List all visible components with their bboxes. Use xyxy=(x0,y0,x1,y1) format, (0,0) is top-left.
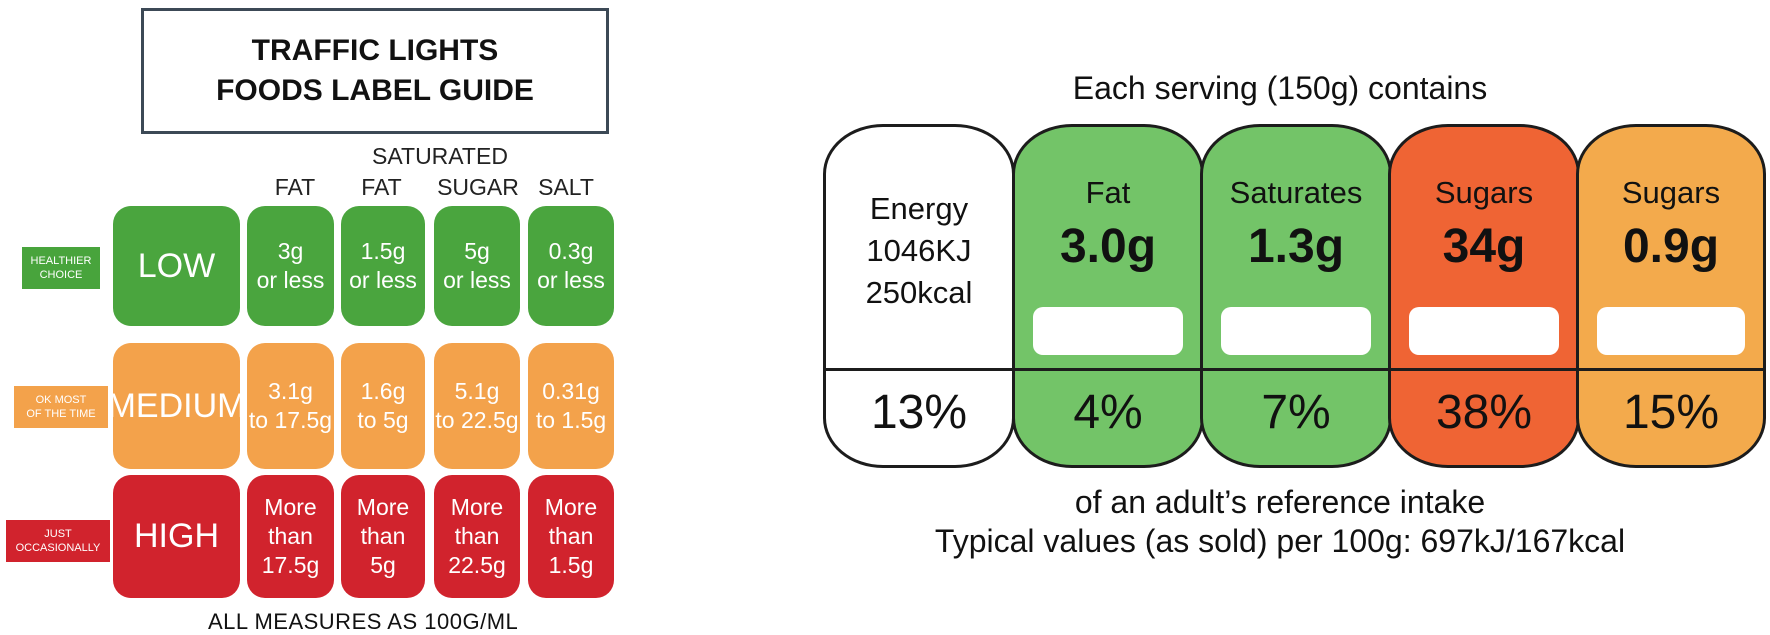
header-saturated: SATURATED xyxy=(372,143,508,169)
header-fat: FAT xyxy=(274,174,316,200)
cell-high-sugar: More than 22.5g xyxy=(434,475,520,598)
segment-divider xyxy=(826,368,1012,371)
cell-line: 1.5g xyxy=(360,238,406,264)
cell-line: 0.31g xyxy=(542,378,600,404)
level-label: MEDIUM xyxy=(107,386,246,425)
badge-just-occasionally: JUST OCCASIONALLY xyxy=(6,520,110,562)
guide-title-box: TRAFFIC LIGHTS FOODS LABEL GUIDE xyxy=(141,8,609,134)
cell-low-sugar: 5g or less xyxy=(434,206,520,326)
cell-line: than xyxy=(454,523,500,549)
nutrient-name: Fat xyxy=(1085,175,1131,210)
cell-line: than xyxy=(268,523,313,549)
badge-line1: JUST xyxy=(44,528,72,540)
badge-healthier-choice: HEALTHIER CHOICE xyxy=(22,247,100,289)
blank-box xyxy=(1221,307,1371,355)
cell-line: More xyxy=(450,494,504,520)
cell-low-fat: 3g or less xyxy=(247,206,334,326)
header-salt: SALT xyxy=(538,174,594,200)
segment-sugars: Sugars 34g 38% xyxy=(1388,124,1580,468)
level-high: HIGH xyxy=(113,475,240,598)
cell-line: More xyxy=(264,494,317,520)
badge-ok-most-of-the-time: OK MOST OF THE TIME xyxy=(14,386,108,428)
segment-saturates: Saturates 1.3g 7% xyxy=(1200,124,1392,468)
badge-line2: OF THE TIME xyxy=(26,408,96,420)
cell-line: to 22.5g xyxy=(435,407,519,433)
nutrient-value: 1.3g xyxy=(1247,220,1345,273)
nutrient-percent: 7% xyxy=(1261,386,1331,439)
cell-line: 0.3g xyxy=(548,238,594,264)
segment-divider xyxy=(1015,368,1201,371)
segment-energy: Energy 1046KJ 250kcal 13% xyxy=(823,124,1015,468)
nutrient-value: 3.0g xyxy=(1059,220,1157,273)
nutrient-name: Saturates xyxy=(1229,175,1363,210)
nutrient-name: Sugars xyxy=(1434,175,1534,210)
cell-line: or less xyxy=(349,267,417,293)
guide-title-line1: TRAFFIC LIGHTS xyxy=(251,34,499,67)
nutrient-percent: 38% xyxy=(1435,386,1533,439)
cell-line: 5.1g xyxy=(454,378,500,404)
level-low: LOW xyxy=(113,206,240,326)
label-footer-line1: of an adult’s reference intake xyxy=(1074,484,1486,520)
segment-divider xyxy=(1579,368,1763,371)
energy-percent: 13% xyxy=(870,386,968,439)
cell-high-satfat: More than 5g xyxy=(341,475,425,598)
header-sugar: SUGAR xyxy=(437,174,519,200)
cell-line: to 5g xyxy=(357,407,409,433)
blank-box xyxy=(1597,307,1745,355)
badge-line2: CHOICE xyxy=(39,269,83,281)
cell-line: 3g xyxy=(277,238,304,264)
segment-fat: Fat 3.0g 4% xyxy=(1012,124,1204,468)
cell-line: than xyxy=(548,523,594,549)
cell-line: 5g xyxy=(370,552,396,578)
guide-footer: ALL MEASURES AS 100G/ML xyxy=(208,609,519,634)
segment-divider xyxy=(1391,368,1577,371)
cell-line: to 17.5g xyxy=(248,407,333,433)
cell-high-fat: More than 17.5g xyxy=(247,475,334,598)
nutrient-percent: 15% xyxy=(1622,386,1720,439)
cell-line: More xyxy=(356,494,410,520)
cell-line: 17.5g xyxy=(261,552,320,578)
cell-high-salt: More than 1.5g xyxy=(528,475,614,598)
cell-line: 1.6g xyxy=(360,378,406,404)
label-header: Each serving (150g) contains xyxy=(1072,70,1488,106)
energy-kcal: 250kcal xyxy=(865,275,973,310)
energy-kj: 1046KJ xyxy=(866,233,972,268)
level-label: HIGH xyxy=(134,517,219,555)
nutrient-value: 34g xyxy=(1442,220,1526,273)
guide-title-line2: FOODS LABEL GUIDE xyxy=(216,74,534,107)
level-medium: MEDIUM xyxy=(108,343,245,469)
segment-sugars-2: Sugars 0.9g 15% xyxy=(1576,124,1766,468)
cell-medium-satfat: 1.6g to 5g xyxy=(341,343,425,469)
badge-line1: HEALTHIER xyxy=(30,255,92,267)
cell-medium-fat: 3.1g to 17.5g xyxy=(247,343,334,469)
energy-label: Energy xyxy=(869,191,969,226)
cell-line: More xyxy=(544,494,598,520)
cell-low-salt: 0.3g or less xyxy=(528,206,614,326)
nutrient-value: 0.9g xyxy=(1622,220,1720,273)
cell-line: 22.5g xyxy=(448,552,506,578)
segment-divider xyxy=(1203,368,1389,371)
badge-line1: OK MOST xyxy=(35,394,87,406)
label-footer-line2: Typical values (as sold) per 100g: 697kJ… xyxy=(934,523,1626,559)
badge-line2: OCCASIONALLY xyxy=(15,542,101,554)
nutrient-percent: 4% xyxy=(1073,386,1143,439)
cell-line: or less xyxy=(256,267,325,293)
cell-line: than xyxy=(360,523,406,549)
nutrient-name: Sugars xyxy=(1621,175,1721,210)
cell-line: 1.5g xyxy=(548,552,594,578)
cell-medium-sugar: 5.1g to 22.5g xyxy=(434,343,520,469)
cell-line: or less xyxy=(443,267,511,293)
blank-box xyxy=(1409,307,1559,355)
cell-line: or less xyxy=(537,267,605,293)
blank-box xyxy=(1033,307,1183,355)
cell-low-satfat: 1.5g or less xyxy=(341,206,425,326)
level-label: LOW xyxy=(137,246,216,285)
cell-line: 3.1g xyxy=(268,378,313,404)
cell-medium-salt: 0.31g to 1.5g xyxy=(528,343,614,469)
cell-line: 5g xyxy=(464,238,490,264)
cell-line: to 1.5g xyxy=(535,407,607,433)
header-sat-fat: FAT xyxy=(361,174,402,200)
